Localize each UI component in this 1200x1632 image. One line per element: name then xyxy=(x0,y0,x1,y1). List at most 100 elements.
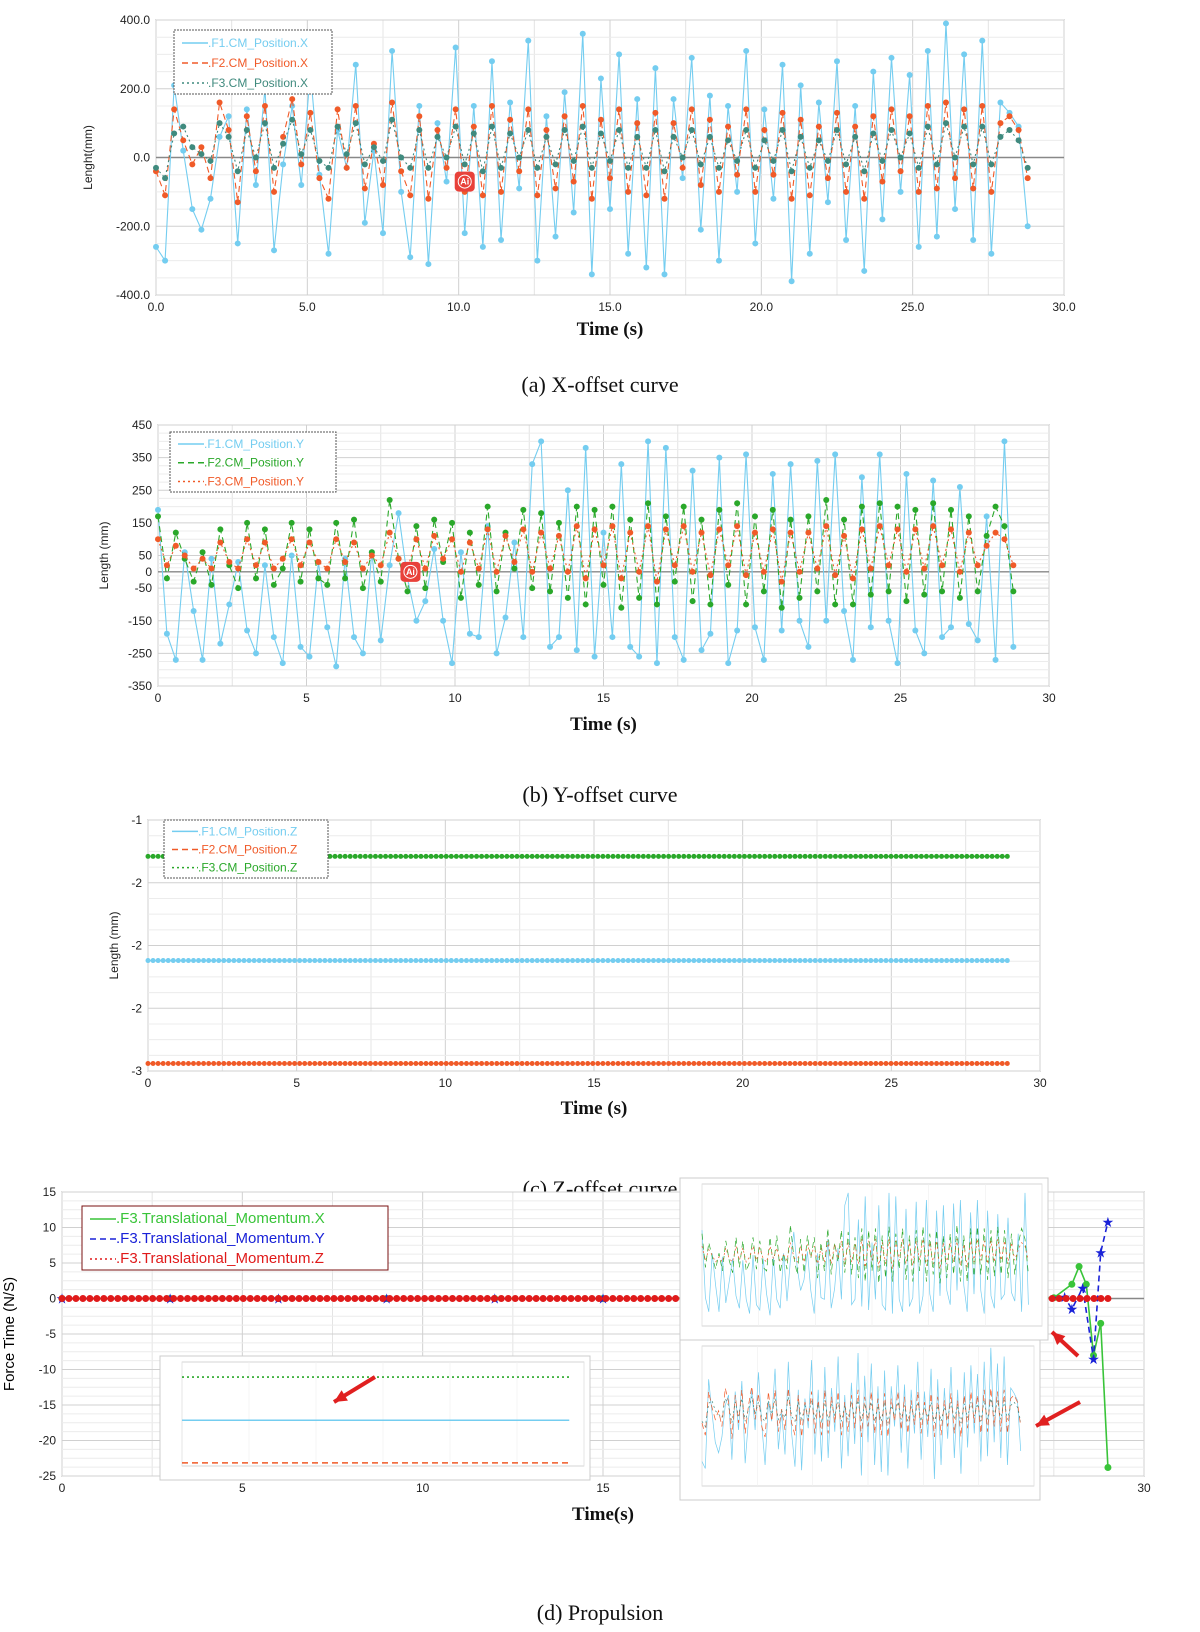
data-point xyxy=(585,1060,591,1066)
data-point xyxy=(918,853,924,859)
data-point xyxy=(279,555,286,562)
data-point xyxy=(234,240,241,247)
data-point xyxy=(961,51,968,58)
data-point xyxy=(736,958,742,964)
data-point xyxy=(787,1060,793,1066)
data-point xyxy=(1097,1319,1105,1327)
data-point xyxy=(634,120,641,127)
data-point xyxy=(514,958,520,964)
data-point xyxy=(652,65,659,72)
data-point xyxy=(393,1295,401,1302)
data-point xyxy=(474,958,480,964)
data-point xyxy=(324,581,331,588)
data-point xyxy=(688,127,695,133)
data-point xyxy=(679,164,686,171)
y-tick-label: -50 xyxy=(135,581,153,595)
data-point xyxy=(824,199,831,206)
legend-entry: .F2.CM_Position.X xyxy=(208,56,308,70)
data-point xyxy=(479,192,486,199)
data-point xyxy=(770,195,777,202)
data-point xyxy=(656,853,662,859)
data-point xyxy=(913,1060,919,1066)
data-point xyxy=(516,185,523,192)
data-point xyxy=(879,216,886,223)
data-point xyxy=(832,572,839,579)
ai-badge-bg xyxy=(400,561,421,582)
data-point xyxy=(549,958,555,964)
data-point xyxy=(715,164,722,171)
data-point xyxy=(591,653,598,660)
data-point xyxy=(988,188,995,195)
data-point xyxy=(453,958,459,964)
data-point xyxy=(498,164,505,171)
data-point xyxy=(701,1060,707,1066)
data-point xyxy=(883,1060,889,1066)
data-point xyxy=(757,853,763,859)
data-point xyxy=(357,1060,363,1066)
data-point xyxy=(499,1060,505,1066)
data-point xyxy=(743,601,750,608)
data-point xyxy=(897,154,904,161)
data-point xyxy=(181,552,188,559)
data-point xyxy=(520,634,527,641)
data-point xyxy=(582,601,589,608)
data-point xyxy=(591,506,598,513)
data-point xyxy=(398,154,405,161)
data-point xyxy=(554,1060,560,1066)
data-point xyxy=(367,958,373,964)
data-point: ★ xyxy=(1066,1301,1079,1317)
data-point xyxy=(389,116,396,123)
data-point xyxy=(525,1295,533,1302)
data-point xyxy=(180,123,187,130)
data-point xyxy=(567,1295,575,1302)
data-point xyxy=(615,1060,621,1066)
data-point xyxy=(226,1060,232,1066)
data-point xyxy=(994,1060,1000,1066)
data-point xyxy=(448,1060,454,1066)
data-point xyxy=(832,1060,838,1066)
data-point xyxy=(561,113,568,120)
data-point xyxy=(442,1295,450,1302)
data-point xyxy=(1004,1060,1010,1066)
data-point xyxy=(615,853,621,859)
data-point xyxy=(650,1060,656,1066)
data-point xyxy=(271,247,278,254)
data-point xyxy=(288,552,295,559)
data-point xyxy=(796,617,803,624)
data-point xyxy=(627,516,634,523)
data-point xyxy=(575,853,581,859)
data-point xyxy=(185,958,191,964)
data-point xyxy=(403,853,409,859)
data-point xyxy=(715,257,722,264)
data-point xyxy=(252,154,259,161)
data-point xyxy=(514,853,520,859)
data-point xyxy=(590,853,596,859)
data-point xyxy=(807,853,813,859)
data-point xyxy=(949,1060,955,1066)
data-point xyxy=(306,539,313,546)
data-point xyxy=(686,1060,692,1066)
data-point xyxy=(743,572,750,579)
data-point xyxy=(351,1295,359,1302)
series-1 xyxy=(155,438,1017,670)
data-point xyxy=(772,1060,778,1066)
data-point xyxy=(645,853,651,859)
y-tick-label: 200.0 xyxy=(120,82,150,96)
data-point xyxy=(767,958,773,964)
data-point xyxy=(79,1295,87,1302)
data-point xyxy=(853,958,859,964)
data-point xyxy=(770,157,777,164)
data-point xyxy=(779,109,786,116)
data-point xyxy=(494,958,500,964)
data-point xyxy=(315,559,322,566)
series-2 xyxy=(145,1060,1010,1066)
data-point xyxy=(805,529,812,536)
data-point xyxy=(822,958,828,964)
data-point xyxy=(903,568,910,575)
data-point xyxy=(476,1295,484,1302)
data-point xyxy=(488,123,495,130)
data-point xyxy=(332,958,338,964)
x-tick-label: 15 xyxy=(587,1076,601,1090)
data-point xyxy=(928,958,934,964)
data-point xyxy=(747,958,753,964)
